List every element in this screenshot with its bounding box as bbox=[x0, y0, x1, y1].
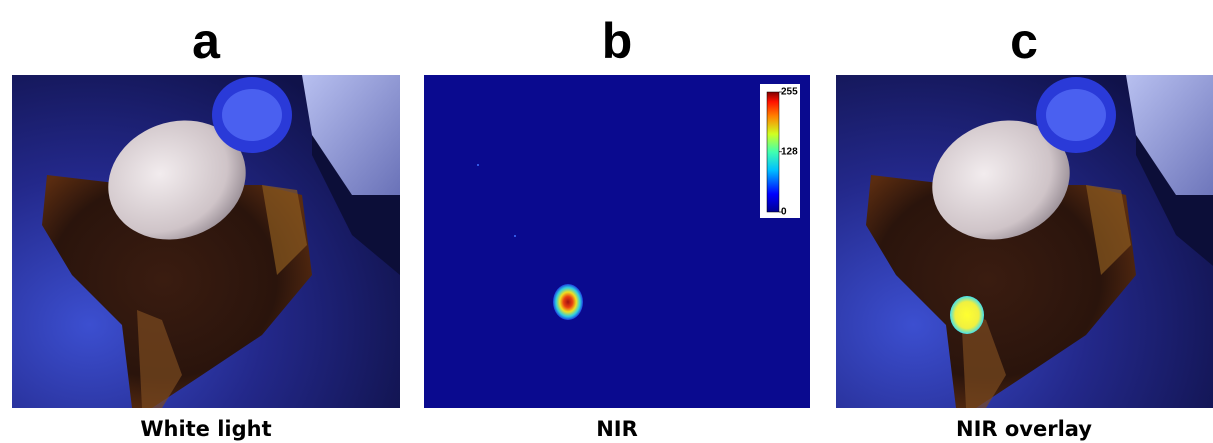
panel-letter: a bbox=[192, 13, 221, 69]
panel-a bbox=[12, 75, 400, 408]
panel-letter: c bbox=[1010, 13, 1038, 69]
noise-dot bbox=[514, 235, 516, 237]
colorbar-tick-label: 0 bbox=[781, 207, 787, 218]
colorbar-box bbox=[760, 84, 800, 218]
colorbar-tick-label: 255 bbox=[781, 87, 798, 98]
white-light-image bbox=[12, 75, 400, 408]
panel-b bbox=[424, 75, 810, 408]
noise-dot bbox=[477, 164, 479, 166]
colorbar bbox=[766, 91, 780, 213]
overlay-image bbox=[836, 75, 1213, 408]
panel-c bbox=[836, 75, 1213, 408]
panel-caption: NIR overlay bbox=[956, 417, 1092, 441]
panel-caption: White light bbox=[140, 417, 271, 441]
nir-image bbox=[424, 75, 810, 408]
nir-signal bbox=[553, 284, 583, 320]
panel-letter: b bbox=[602, 13, 633, 69]
panel-caption: NIR bbox=[596, 417, 638, 441]
nir-overlay-signal bbox=[950, 296, 984, 334]
colorbar-tick-label: 128 bbox=[781, 146, 798, 157]
